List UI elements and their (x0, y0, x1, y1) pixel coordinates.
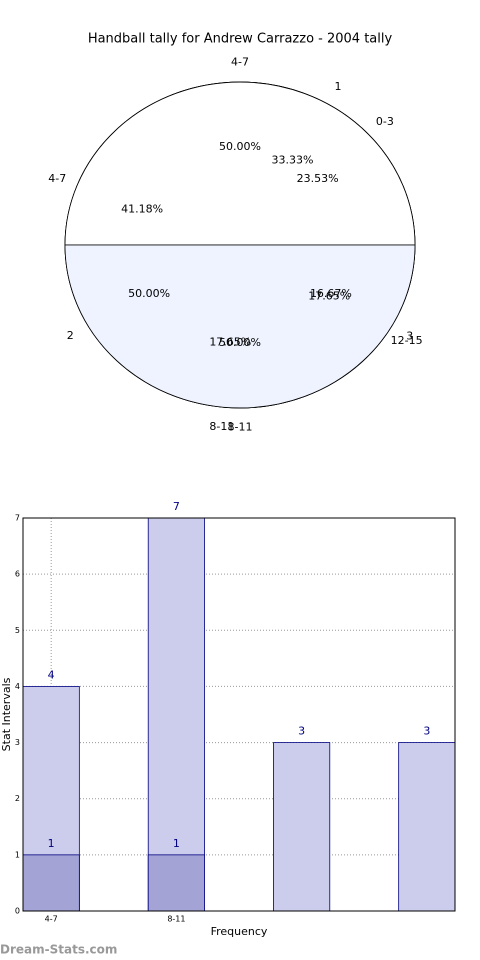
slice-value-label: 23.53% (297, 172, 339, 185)
slice-value-label: 17.65% (308, 289, 350, 302)
y-tick-label: 5 (15, 626, 20, 635)
slice-value-label: 17.65% (209, 335, 251, 348)
slice-value-label: 16.67% (310, 287, 352, 300)
pie-slice (64, 81, 416, 246)
bar (273, 742, 331, 912)
slice-label: 8-11 (209, 420, 234, 433)
y-tick-label: 7 (15, 514, 20, 523)
y-tick-label: 6 (15, 570, 20, 579)
y-tick-label: 0 (15, 907, 20, 916)
slice-label: 4-7 (231, 55, 249, 68)
y-tick-label: 3 (15, 738, 20, 747)
bar-value-label: 1 (48, 837, 55, 850)
y-tick-label: 1 (15, 850, 20, 859)
x-axis-label: Frequency (211, 925, 268, 938)
watermark: Dream-Stats.com (0, 943, 117, 957)
slice-value-label: 33.33% (272, 153, 314, 166)
bar-value-label: 7 (173, 500, 180, 513)
bar (22, 854, 80, 912)
x-tick-label: 4-7 (45, 915, 58, 924)
slice-label: 2 (67, 329, 74, 342)
x-tick-label: 8-11 (167, 915, 185, 924)
bar (398, 742, 456, 912)
slice-value-label: 50.00% (219, 336, 261, 349)
plot-frame (22, 517, 456, 912)
y-tick-label: 2 (15, 794, 20, 803)
bar (147, 854, 205, 912)
bar-value-label: 3 (298, 725, 305, 738)
y-axis-label: Stat Intervals (0, 677, 13, 751)
slice-value-label: 50.00% (128, 287, 170, 300)
slice-label: 0-3 (376, 115, 394, 128)
chart-title: Handball tally for Andrew Carrazzo - 200… (88, 32, 393, 47)
slice-value-label: 41.18% (121, 203, 163, 216)
bar (147, 517, 205, 912)
slice-label: 4-7 (48, 172, 66, 185)
bar-value-label: 1 (173, 837, 180, 850)
bar-value-label: 4 (48, 668, 55, 681)
slice-label: 1 (335, 80, 342, 93)
y-tick-label: 4 (15, 682, 20, 691)
slice-label: 3 (406, 329, 413, 342)
bar-value-label: 3 (423, 725, 430, 738)
slice-label: 12-15 (391, 334, 423, 347)
slice-label: 8-11 (228, 421, 253, 434)
pie-slice (64, 244, 416, 409)
slice-value-label: 50.00% (219, 140, 261, 153)
